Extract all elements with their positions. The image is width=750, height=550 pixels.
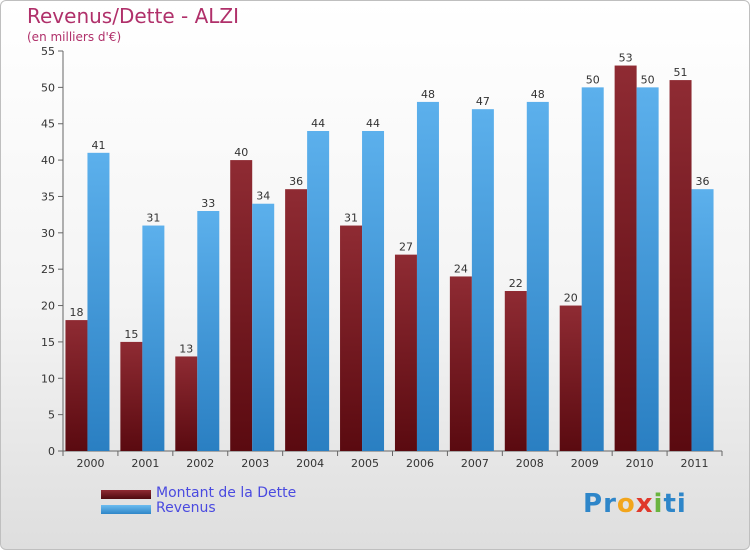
data-label-revenus: 34 (256, 190, 270, 203)
y-tick-label: 40 (41, 154, 55, 167)
logo-letter: x (635, 489, 654, 519)
legend-swatch-revenus (101, 505, 151, 514)
bar-debt (175, 356, 198, 451)
bar-debt (120, 341, 143, 451)
bar-revenus (142, 225, 165, 451)
y-tick-label: 5 (48, 409, 55, 422)
x-tick-label: 2009 (571, 457, 599, 470)
bar-revenus (416, 101, 439, 451)
legend-label-debt: Montant de la Dette (156, 485, 297, 501)
data-label-debt: 15 (124, 328, 138, 341)
x-tick-label: 2005 (351, 457, 379, 470)
logo-letter: o (616, 489, 636, 519)
bar-revenus (197, 211, 220, 451)
logo-letter: i (676, 489, 687, 519)
bar-revenus (581, 87, 604, 451)
chart-title: Revenus/Dette - ALZI (27, 4, 240, 28)
y-tick-label: 0 (48, 445, 55, 458)
y-tick-label: 50 (41, 81, 55, 94)
bar-debt (65, 320, 88, 451)
bar-revenus (252, 203, 275, 451)
data-label-debt: 24 (454, 262, 468, 275)
bar-debt (394, 254, 417, 451)
logo-letter: P (583, 489, 604, 519)
x-tick-label: 2010 (626, 457, 654, 470)
bar-revenus (691, 189, 714, 451)
y-tick-label: 25 (41, 263, 55, 276)
proxiti-logo: Proxiti (583, 489, 687, 519)
bar-revenus (526, 101, 549, 451)
bar-revenus (471, 109, 494, 451)
bar-debt (449, 276, 472, 451)
logo-letter: r (603, 489, 617, 519)
data-label-debt: 13 (179, 342, 193, 355)
bar-debt (504, 291, 527, 451)
y-tick-label: 15 (41, 336, 55, 349)
y-tick-label: 20 (41, 300, 55, 313)
data-label-revenus: 50 (641, 73, 655, 86)
bar-debt (669, 80, 692, 451)
logo-letter: t (663, 489, 677, 519)
logo-letter: i (653, 489, 664, 519)
x-tick-label: 2001 (131, 457, 159, 470)
data-label-debt: 20 (564, 292, 578, 305)
bar-debt (340, 225, 363, 451)
data-label-revenus: 36 (696, 175, 710, 188)
bar-revenus (87, 152, 110, 451)
bar-revenus (362, 131, 385, 451)
data-label-revenus: 44 (311, 117, 325, 130)
data-label-revenus: 33 (201, 197, 215, 210)
data-label-debt: 31 (344, 212, 358, 225)
bar-debt (230, 160, 253, 451)
bar-debt (614, 65, 637, 451)
data-label-revenus: 50 (586, 73, 600, 86)
x-tick-label: 2004 (296, 457, 324, 470)
data-label-revenus: 47 (476, 95, 490, 108)
y-tick-label: 55 (41, 45, 55, 58)
data-label-revenus: 48 (531, 88, 545, 101)
legend-label-revenus: Revenus (156, 500, 216, 516)
data-label-revenus: 48 (421, 88, 435, 101)
x-tick-label: 2003 (241, 457, 269, 470)
x-tick-label: 2006 (406, 457, 434, 470)
x-tick-label: 2002 (186, 457, 214, 470)
data-label-revenus: 41 (91, 139, 105, 152)
x-tick-label: 2008 (516, 457, 544, 470)
legend-swatch-debt (101, 490, 151, 499)
data-label-debt: 18 (69, 306, 83, 319)
data-label-debt: 27 (399, 241, 413, 254)
y-tick-label: 35 (41, 190, 55, 203)
y-tick-label: 30 (41, 227, 55, 240)
data-label-debt: 53 (619, 52, 633, 65)
y-tick-label: 45 (41, 118, 55, 131)
bar-debt (285, 189, 308, 451)
data-label-debt: 51 (674, 66, 688, 79)
x-tick-label: 2000 (76, 457, 104, 470)
x-tick-label: 2011 (681, 457, 709, 470)
data-label-debt: 40 (234, 146, 248, 159)
bar-revenus (307, 131, 330, 451)
data-label-debt: 36 (289, 175, 303, 188)
data-label-debt: 22 (509, 277, 523, 290)
x-tick-label: 2007 (461, 457, 489, 470)
data-label-revenus: 31 (146, 212, 160, 225)
bar-revenus (636, 87, 659, 451)
y-tick-label: 10 (41, 372, 55, 385)
chart-subtitle: (en milliers d'€) (27, 30, 122, 44)
data-label-revenus: 44 (366, 117, 380, 130)
bar-debt (559, 305, 582, 451)
